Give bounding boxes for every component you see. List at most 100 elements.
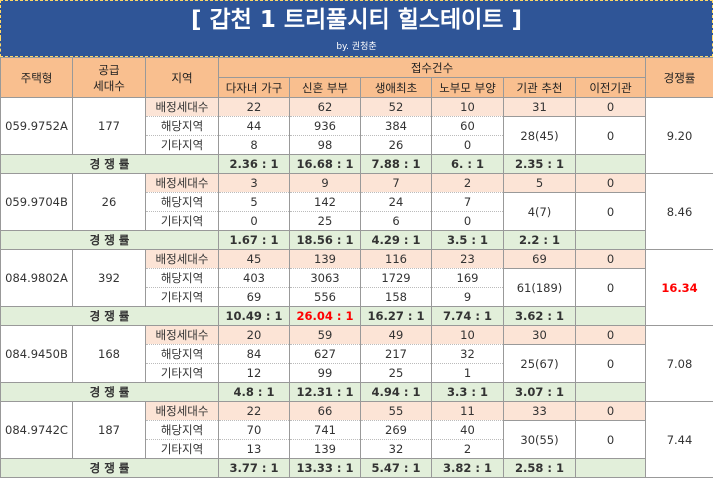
cell: 0	[576, 193, 646, 231]
cell: 30(55)	[504, 421, 576, 459]
cell: 139	[290, 440, 361, 459]
cell: 40	[432, 421, 504, 440]
cell: 7	[432, 193, 504, 212]
cell	[576, 383, 646, 402]
cell: 0	[576, 345, 646, 383]
cell: 해당지역	[146, 193, 219, 212]
cell: 403	[219, 269, 290, 288]
cell: 다자녀 가구	[219, 78, 290, 98]
cell: 7.88 : 1	[361, 155, 432, 174]
cell	[576, 155, 646, 174]
cell: 59	[290, 326, 361, 345]
cell: 556	[290, 288, 361, 307]
cell: 0	[576, 174, 646, 193]
cell: 169	[432, 269, 504, 288]
cell: 70	[219, 421, 290, 440]
cell: 158	[361, 288, 432, 307]
cell: 기타지역	[146, 288, 219, 307]
cell: 이전기관	[576, 78, 646, 98]
cell: 3.5 : 1	[432, 231, 504, 250]
cell: 2	[432, 440, 504, 459]
cell: 187	[73, 402, 146, 459]
cell: 12.31 : 1	[290, 383, 361, 402]
cell: 11	[432, 402, 504, 421]
cell	[576, 231, 646, 250]
cell: 26	[73, 174, 146, 231]
cell: 52	[361, 98, 432, 117]
cell: 노부모 부양	[432, 78, 504, 98]
cell: 기관 추천	[504, 78, 576, 98]
cell: 10	[432, 98, 504, 117]
cell: 13	[219, 440, 290, 459]
cell: 기타지역	[146, 440, 219, 459]
cell: 177	[73, 98, 146, 155]
cell: 936	[290, 117, 361, 136]
cell: 25	[361, 364, 432, 383]
cell: 44	[219, 117, 290, 136]
cell: 경 쟁 률	[1, 231, 219, 250]
cell: 0	[219, 212, 290, 231]
cell: 해당지역	[146, 421, 219, 440]
cell: 경 쟁 률	[1, 307, 219, 326]
cell: 9.20	[646, 98, 713, 174]
cell: 7	[361, 174, 432, 193]
cell: 24	[361, 193, 432, 212]
cell: 2.36 : 1	[219, 155, 290, 174]
cell: 66	[290, 402, 361, 421]
cell: 생애최초	[361, 78, 432, 98]
subtitle: by. 권청춘	[0, 38, 713, 57]
cell: 84	[219, 345, 290, 364]
cell: 55	[361, 402, 432, 421]
cell: 60	[432, 117, 504, 136]
cell: 25	[290, 212, 361, 231]
cell: 1729	[361, 269, 432, 288]
cell: 0	[576, 269, 646, 307]
cell: 8	[219, 136, 290, 155]
cell: 9	[432, 288, 504, 307]
cell: 1.67 : 1	[219, 231, 290, 250]
cell: 32	[361, 440, 432, 459]
cell: 627	[290, 345, 361, 364]
cell: 22	[219, 98, 290, 117]
cell: 배정세대수	[146, 174, 219, 193]
cell: 392	[73, 250, 146, 307]
cell: 49	[361, 326, 432, 345]
cell: 공급 세대수	[73, 58, 146, 98]
cell: 26	[361, 136, 432, 155]
cell: 99	[290, 364, 361, 383]
cell: 0	[576, 250, 646, 269]
cell: 10.49 : 1	[219, 307, 290, 326]
cell: 26.04 : 1	[290, 307, 361, 326]
cell: 16.27 : 1	[361, 307, 432, 326]
cell: 배정세대수	[146, 402, 219, 421]
cell: 배정세대수	[146, 326, 219, 345]
cell: 0	[576, 402, 646, 421]
cell: 7.08	[646, 326, 713, 402]
cell: 0	[576, 117, 646, 155]
cell: 69	[504, 250, 576, 269]
cell: 084.9802A	[1, 250, 73, 307]
cell: 0	[432, 136, 504, 155]
cell: 20	[219, 326, 290, 345]
cell	[576, 307, 646, 326]
cell: 해당지역	[146, 345, 219, 364]
cell: 084.9450B	[1, 326, 73, 383]
cell: 16.68 : 1	[290, 155, 361, 174]
cell: 139	[290, 250, 361, 269]
cell: 3.62 : 1	[504, 307, 576, 326]
cell: 6. : 1	[432, 155, 504, 174]
cell: 5	[219, 193, 290, 212]
cell: 45	[219, 250, 290, 269]
cell: 경 쟁 률	[1, 155, 219, 174]
cell: 기타지역	[146, 136, 219, 155]
cell: 33	[504, 402, 576, 421]
cell: 7.44	[646, 402, 713, 478]
cell: 주택형	[1, 58, 73, 98]
cell: 5	[504, 174, 576, 193]
